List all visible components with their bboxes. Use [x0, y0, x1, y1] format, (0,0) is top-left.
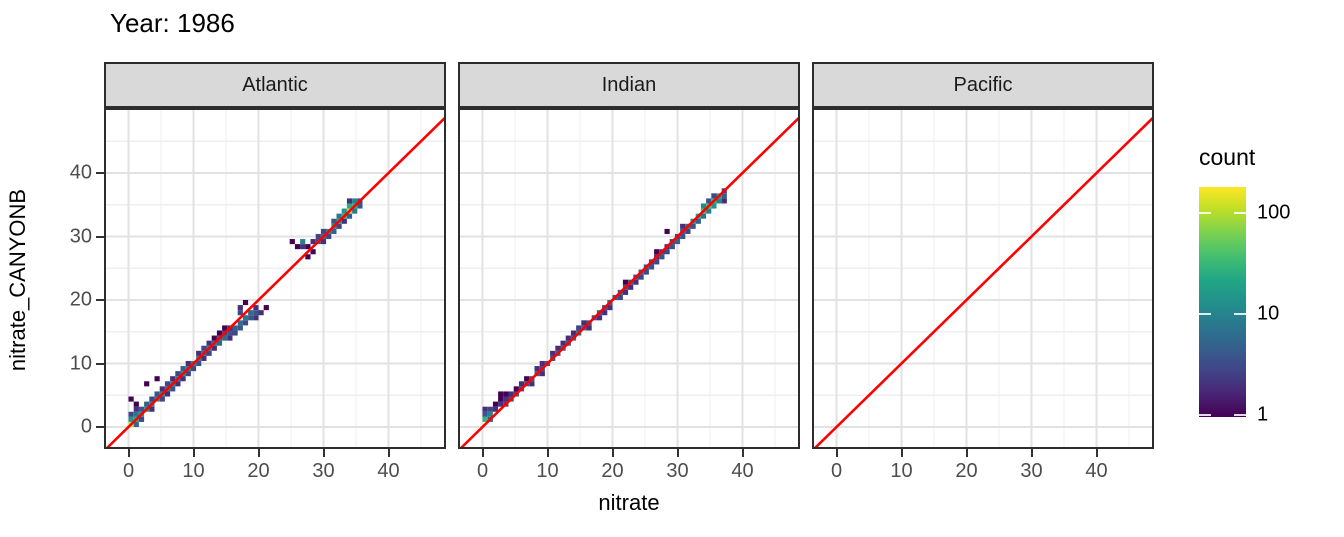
- x-axis-tick-mark: [481, 449, 484, 457]
- x-tick-label: 30: [1020, 460, 1043, 482]
- x-tick-label: 20: [247, 460, 270, 482]
- x-axis-tick-mark: [611, 449, 614, 457]
- legend-tick-label: 1: [1257, 403, 1269, 426]
- y-axis-tick-mark: [96, 235, 104, 238]
- y-axis-tick-mark: [96, 172, 104, 174]
- x-axis-tick-mark: [965, 449, 968, 457]
- legend-tick-mark: [1199, 313, 1211, 315]
- x-tick-label: 10: [182, 460, 205, 482]
- x-axis-tick-mark: [676, 449, 679, 457]
- x-axis-tick-mark: [835, 449, 838, 457]
- x-axis-tick-mark: [322, 449, 325, 457]
- facet-panel-indian: [458, 108, 800, 449]
- x-axis-tick-mark: [546, 449, 549, 457]
- facet-strip-pacific: Pacific: [812, 62, 1154, 108]
- facet-strip-indian: Indian: [458, 62, 800, 108]
- panel-canvas: [458, 108, 800, 449]
- panel-canvas: [104, 108, 446, 449]
- x-tick-label: 10: [890, 460, 913, 482]
- x-axis-tick-mark: [127, 449, 130, 457]
- y-axis-tick-mark: [96, 299, 104, 301]
- legend-tick-mark: [1199, 212, 1211, 214]
- legend-tick-label: 100: [1257, 201, 1291, 224]
- legend-tick-label: 10: [1257, 302, 1280, 325]
- x-tick-label: 0: [476, 460, 489, 482]
- x-tick-label: 20: [601, 460, 624, 482]
- panel-canvas: [812, 108, 1154, 449]
- facet-pacific: Pacific 0 10 20 30 40: [812, 0, 1154, 537]
- facet-strip-label: Indian: [601, 73, 657, 96]
- facet-strip-label: Atlantic: [242, 73, 308, 96]
- y-axis-title: nitrate_CANYONB: [5, 188, 30, 372]
- x-tick-label: 20: [955, 460, 978, 482]
- x-tick-label: 30: [312, 460, 335, 482]
- x-tick-label: 30: [666, 460, 689, 482]
- x-tick-label: 40: [377, 460, 400, 482]
- legend-tick-mark: [1234, 212, 1246, 214]
- facet-strip-label: Pacific: [953, 73, 1013, 96]
- x-tick-label: 0: [122, 460, 135, 482]
- x-axis-tick-mark: [900, 449, 903, 457]
- facet-atlantic: Atlantic 0 10 20 30 40: [104, 0, 446, 537]
- x-axis-title: nitrate: [598, 490, 660, 515]
- x-axis-tick-mark: [257, 449, 260, 457]
- y-tick-label: 10: [69, 352, 92, 374]
- x-tick-label: 40: [1085, 460, 1108, 482]
- legend-title: count: [1199, 144, 1256, 170]
- facet-panel-pacific: [812, 108, 1154, 449]
- plot-title: Year: 1986: [110, 8, 235, 38]
- y-axis-tick-mark: [96, 362, 104, 365]
- y-tick-label: 20: [69, 288, 92, 311]
- x-tick-label: 40: [731, 460, 754, 482]
- legend-tick-mark: [1234, 414, 1246, 416]
- x-axis-tick-mark: [1095, 449, 1098, 457]
- y-tick-label: 0: [80, 415, 92, 438]
- facet-indian: Indian 0 10 20 30 40: [458, 0, 800, 537]
- x-tick-label: 0: [830, 460, 843, 482]
- x-axis-tick-mark: [1030, 449, 1033, 457]
- legend-colorbar: [1199, 187, 1246, 417]
- x-axis-tick-mark: [387, 449, 390, 457]
- y-tick-label: 40: [69, 161, 92, 184]
- x-tick-label: 10: [536, 460, 559, 482]
- legend-tick-mark: [1234, 313, 1246, 315]
- x-axis-tick-mark: [741, 449, 744, 457]
- facet-panel-atlantic: [104, 108, 446, 449]
- x-axis-tick-mark: [192, 449, 195, 457]
- facet-strip-atlantic: Atlantic: [104, 62, 446, 108]
- legend-tick-mark: [1199, 414, 1211, 416]
- y-tick-label: 30: [69, 225, 92, 247]
- y-axis-tick-mark: [96, 426, 104, 428]
